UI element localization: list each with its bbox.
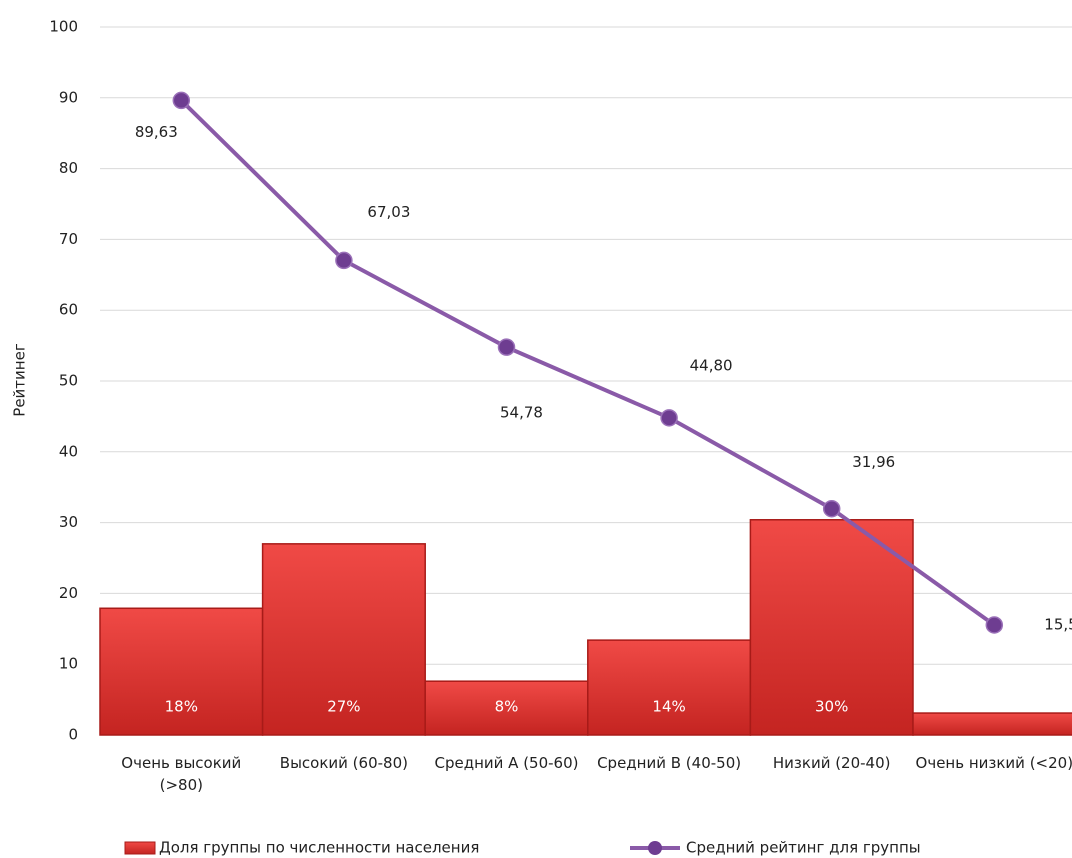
x-tick-label: Высокий (60-80) <box>279 754 408 772</box>
line-value-label: 15,54 <box>1044 615 1072 633</box>
bar-value-label: 30% <box>815 698 848 716</box>
x-tick-label: Средний A (50-60) <box>434 754 579 772</box>
bar-value-label: 8% <box>495 698 519 716</box>
y-tick-label: 100 <box>49 18 78 36</box>
bar <box>749 519 914 736</box>
legend-label: Доля группы по численности населения <box>159 839 479 857</box>
legend-swatch <box>124 841 156 855</box>
legend-swatch <box>648 841 662 855</box>
x-tick-label: Средний B (40-50) <box>597 754 742 772</box>
marker <box>822 499 841 518</box>
line-value-label: 89,63 <box>135 123 178 141</box>
line-value-label: 31,96 <box>852 453 895 471</box>
marker <box>172 91 191 110</box>
line-value-label: 67,03 <box>367 203 410 221</box>
y-tick-label: 0 <box>68 726 78 744</box>
y-tick-label: 60 <box>59 301 78 319</box>
y-tick-label: 50 <box>59 372 78 390</box>
line-value-label: 54,78 <box>500 404 543 422</box>
bar <box>99 607 264 736</box>
y-axis-title: Рейтинег <box>11 343 29 417</box>
y-tick-label: 30 <box>59 513 78 531</box>
bar <box>424 680 589 736</box>
line <box>179 98 996 627</box>
y-tick-label: 10 <box>59 655 78 673</box>
x-tick-label: Очень низкий (<20) <box>915 754 1072 772</box>
bar-value-label: 27% <box>327 698 360 716</box>
y-tick-label: 80 <box>59 159 78 177</box>
x-tick-label: Низкий (20-40) <box>772 754 891 772</box>
y-tick-label: 70 <box>59 230 78 248</box>
marker <box>497 338 516 356</box>
line-value-label: 44,80 <box>690 356 733 374</box>
bar <box>261 543 426 736</box>
legend-label: Средний рейтинг для группы <box>686 839 921 857</box>
y-tick-label: 90 <box>59 88 78 106</box>
marker <box>660 409 678 427</box>
bar-value-label: 14% <box>652 698 685 716</box>
marker <box>335 251 353 270</box>
marker <box>985 616 1004 634</box>
x-tick-label: Очень высокий (>80) <box>121 754 242 794</box>
y-tick-label: 40 <box>59 442 78 460</box>
bar <box>912 712 1072 736</box>
bar-value-label: 3% <box>982 698 1006 716</box>
y-tick-label: 20 <box>59 584 78 602</box>
bar-value-label: 18% <box>165 698 198 716</box>
bar <box>587 639 752 736</box>
